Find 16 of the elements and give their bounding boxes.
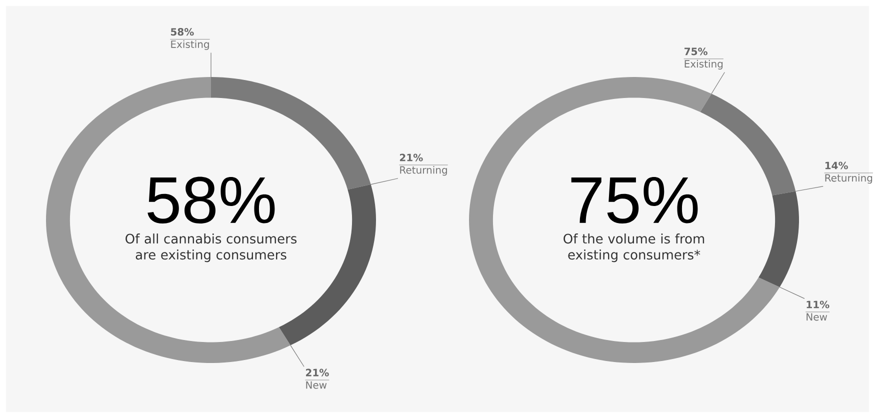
text: 75% [571,177,698,224]
data-label: 21% [306,368,329,376]
data-label: 14% [825,162,848,170]
text: Of the volume is from existing consumers* [564,234,704,262]
legend-label: Returning [400,166,447,176]
data-label: 11% [806,300,830,308]
data-label: 75% [684,48,708,56]
text: 58% [148,176,275,224]
slice-label: Existing [684,60,723,70]
text: Of all cannabis consumers are existing consumers [126,234,297,262]
data-label: 58% [170,28,194,36]
data-label: 21% [400,154,423,162]
legend-label: Returning [825,174,872,184]
slice-label: New [306,381,327,389]
slice-label: Existing [171,40,209,50]
slice-label: New [806,313,828,321]
